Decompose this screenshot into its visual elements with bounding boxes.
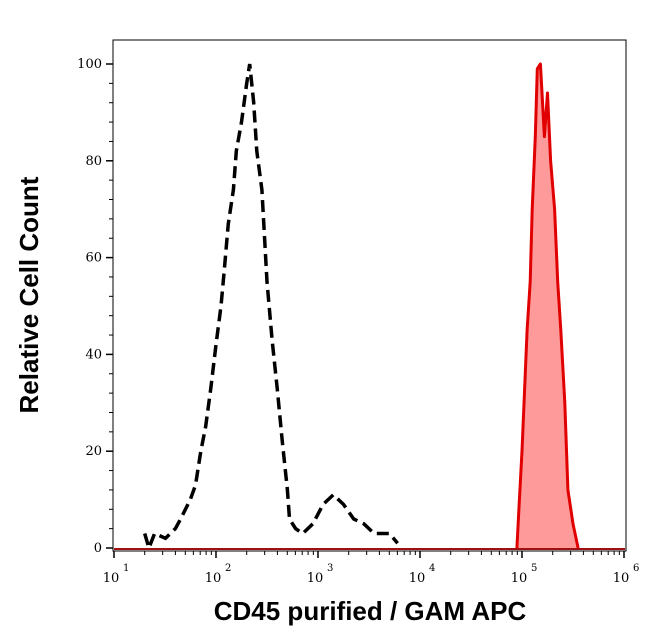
x-tick-label: 103 — [307, 563, 334, 586]
x-tick-exponent: 2 — [225, 563, 231, 574]
x-axis-label: CD45 purified / GAM APC — [214, 596, 527, 626]
x-tick-base: 10 — [307, 571, 324, 586]
x-tick-exponent: 6 — [633, 563, 639, 574]
x-tick-label: 105 — [511, 563, 538, 586]
y-tick-label: 100 — [77, 57, 102, 72]
x-tick-exponent: 5 — [531, 563, 537, 574]
x-tick-base: 10 — [613, 571, 630, 586]
x-tick-base: 10 — [205, 571, 222, 586]
x-tick-base: 10 — [103, 571, 120, 586]
y-tick-label: 40 — [85, 347, 102, 362]
x-tick-base: 10 — [409, 571, 426, 586]
series-1-line — [515, 62, 580, 549]
x-tick-label: 104 — [409, 563, 436, 586]
x-tick-label: 102 — [205, 563, 232, 586]
series-0-line — [143, 63, 399, 554]
x-tick-exponent: 1 — [123, 563, 129, 574]
y-tick-label: 80 — [85, 154, 102, 169]
y-tick-label: 60 — [85, 251, 102, 266]
y-tick-label: 0 — [94, 541, 102, 556]
y-axis-label: Relative Cell Count — [14, 176, 44, 413]
x-tick-label: 101 — [103, 563, 130, 586]
x-tick-label: 106 — [613, 563, 640, 586]
series-1-fill — [516, 64, 579, 548]
x-tick-base: 10 — [511, 571, 528, 586]
x-tick-exponent: 3 — [327, 563, 333, 574]
x-tick-exponent: 4 — [429, 563, 435, 574]
y-tick-label: 20 — [85, 444, 102, 459]
series-layer — [114, 62, 625, 554]
